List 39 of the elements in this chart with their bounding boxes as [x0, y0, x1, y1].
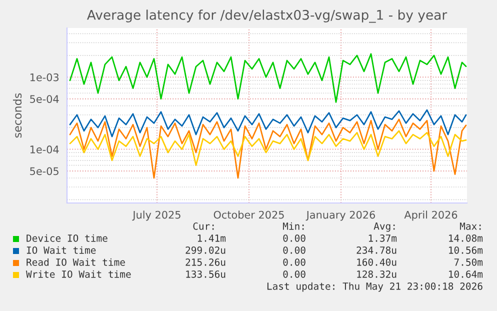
line-series: [69, 109, 467, 138]
line-series: [69, 53, 467, 103]
y-axis-title: seconds: [13, 93, 22, 138]
y-tick-label: 1e-04: [30, 146, 59, 154]
x-tick-label: July 2025: [132, 210, 180, 221]
legend-label: Device IO time: [26, 234, 108, 242]
text: 1.37m: [368, 234, 397, 242]
chart-title: Average latency for /dev/elastx03-vg/swap_1 - by year: [86, 10, 448, 23]
text: 10.64m: [449, 270, 483, 278]
text: Avg:: [374, 222, 395, 232]
text: 7.50m: [454, 258, 483, 266]
text: 128.32u: [357, 270, 396, 278]
legend-label: IO Wait time: [26, 246, 96, 254]
text: 0.00: [283, 246, 306, 254]
text: Min:: [282, 222, 304, 230]
x-tick-label: January 2026: [306, 210, 375, 221]
line-series: [69, 130, 467, 166]
y-tick-label: 5e-05: [30, 167, 58, 176]
x-tick-label: April 2026: [404, 210, 458, 221]
line-series: [69, 118, 467, 179]
text: 10.56m: [449, 246, 483, 254]
text: 160.40u: [357, 258, 396, 266]
text: Max:: [460, 222, 481, 230]
text: 299.02u: [186, 246, 226, 254]
text: 1.41m: [198, 234, 226, 242]
text: 133.56u: [186, 270, 226, 278]
legend-label: Read IO Wait time: [26, 258, 125, 266]
text: Cur:: [193, 222, 214, 230]
y-tick-label: 5e-04: [30, 95, 59, 103]
y-tick-label: 1e-03: [30, 73, 59, 82]
text: 0.00: [283, 270, 306, 278]
text: 14.08m: [449, 234, 483, 242]
text: Last update: Thu May 21 23:00:18 2026: [267, 282, 482, 292]
x-tick-label: October 2025: [214, 210, 284, 219]
legend-label: Write IO Wait time: [26, 270, 131, 278]
text: 0.00: [283, 234, 306, 242]
text: 215.26u: [186, 258, 226, 266]
text: 0.00: [283, 258, 306, 266]
text: 234.78u: [356, 246, 396, 254]
